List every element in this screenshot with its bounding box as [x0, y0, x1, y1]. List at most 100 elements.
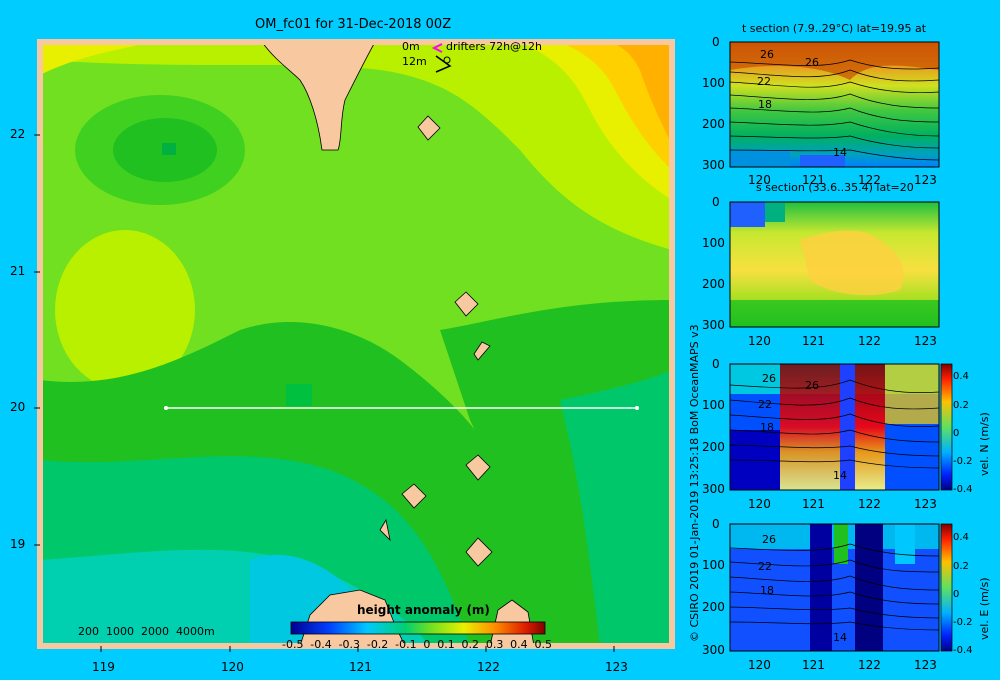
- t-xtick: 121: [802, 173, 825, 187]
- vn-ytick: 200: [702, 440, 725, 454]
- s-xtick: 122: [858, 334, 881, 348]
- ve-contour-label: 18: [760, 584, 774, 597]
- t-section-title: t section (7.9..29°C) lat=19.95 at: [742, 22, 927, 35]
- depth-legend: 200 1000 2000 4000m: [78, 625, 215, 638]
- vn-colorbar-tick: 0.4: [953, 371, 969, 382]
- t-ytick: 300: [702, 158, 725, 172]
- t-xtick: 123: [914, 173, 937, 187]
- vel-n-panel: [729, 363, 953, 491]
- vn-ytick: 100: [702, 398, 725, 412]
- t-xtick: 120: [748, 173, 771, 187]
- vn-xtick: 120: [748, 497, 771, 511]
- s-ytick: 300: [702, 318, 725, 332]
- drifter-depth-12m: 12m: [402, 55, 427, 68]
- colorbar-label: height anomaly (m): [357, 603, 490, 617]
- drifter-symbols: [431, 43, 452, 73]
- t-contour-label: 18: [758, 98, 772, 111]
- map-ytick: 20: [10, 400, 26, 414]
- t-ytick: 100: [702, 76, 725, 90]
- colorbar-tick: 0.3: [485, 638, 504, 651]
- t-section-panel: [729, 41, 940, 168]
- map-title: OM_fc01 for 31-Dec-2018 00Z: [255, 17, 452, 32]
- ve-ytick: 300: [702, 643, 725, 657]
- map-ytick: 19: [10, 537, 26, 551]
- vn-contour-label: 22: [758, 398, 772, 411]
- map-frame: [37, 39, 675, 649]
- s-xtick: 123: [914, 334, 937, 348]
- colorbar-tick: 0.1: [437, 638, 455, 651]
- map-ytick: 21: [10, 264, 26, 278]
- colorbar-tick: 0.5: [534, 638, 552, 651]
- vn-xtick: 122: [858, 497, 881, 511]
- colorbar-tick: 0.2: [461, 638, 480, 651]
- colorbar-tick: 0: [423, 638, 431, 651]
- s-xtick: 121: [802, 334, 825, 348]
- t-contour-label: 26: [805, 56, 819, 69]
- vn-ytick: 300: [702, 482, 725, 496]
- colorbar-tick: -0.4: [310, 638, 332, 651]
- colorbar-tick: -0.3: [338, 638, 361, 651]
- ve-contour-label: 14: [833, 631, 847, 644]
- t-contour-label: 26: [760, 48, 774, 61]
- ve-ytick: 200: [702, 600, 725, 614]
- height-anomaly-field: [40, 42, 672, 646]
- map-axis-ticks: [34, 134, 615, 652]
- vn-xtick: 121: [802, 497, 825, 511]
- depth-legend-4000: 4000m: [176, 625, 215, 638]
- depth-legend-2000: 2000: [141, 625, 169, 638]
- s-ytick: 200: [702, 277, 725, 291]
- vn-contour-label: 26: [762, 372, 776, 385]
- ve-xtick: 123: [914, 658, 937, 672]
- s-ytick: 0: [712, 195, 720, 209]
- ve-colorbar-tick: 0.4: [953, 532, 969, 543]
- t-contour-label: 14: [833, 146, 847, 159]
- map-xtick: 119: [92, 660, 115, 674]
- vn-xtick: 123: [914, 497, 937, 511]
- vn-colorbar-tick: 0.2: [953, 400, 969, 411]
- vn-contour-label: 18: [760, 421, 774, 434]
- vn-colorbar-tick: -0.4: [953, 484, 973, 495]
- s-xtick: 120: [748, 334, 771, 348]
- colorbar-ticks: -0.5 -0.4 -0.3 -0.2 -0.1 0 0.1 0.2 0.3 0…: [282, 638, 552, 651]
- t-xtick: 122: [858, 173, 881, 187]
- ve-xtick: 122: [858, 658, 881, 672]
- ve-contour-label: 26: [762, 533, 776, 546]
- vn-ytick: 0: [712, 357, 720, 371]
- depth-legend-1000: 1000: [106, 625, 134, 638]
- map-xtick: 121: [349, 660, 372, 674]
- vn-contour-label: 14: [833, 469, 847, 482]
- ve-ytick: 0: [712, 517, 720, 531]
- ve-xtick: 121: [802, 658, 825, 672]
- colorbar-tick: -0.1: [395, 638, 417, 651]
- ve-colorbar-tick: 0.2: [953, 561, 969, 572]
- vn-colorbar-label: vel. N (m/s): [978, 412, 991, 476]
- s-ytick: 100: [702, 236, 725, 250]
- colorbar-tick: -0.5: [282, 638, 304, 651]
- vn-colorbar-tick: -0.2: [953, 456, 973, 467]
- drifter-depth-0m: 0m: [402, 40, 420, 53]
- colorbar-tick: 0.4: [510, 638, 528, 651]
- t-contour-label: 22: [757, 75, 771, 88]
- vn-contour-label: 26: [805, 379, 819, 392]
- map-xtick: 123: [605, 660, 628, 674]
- t-ytick: 0: [712, 35, 720, 49]
- colorbar-tick: -0.2: [366, 638, 389, 651]
- map-xtick: 122: [477, 660, 500, 674]
- drifter-legend-text: drifters 72h@12h: [446, 40, 543, 53]
- s-section-panel: [729, 201, 940, 328]
- map-ytick: 22: [10, 127, 26, 141]
- vn-colorbar-tick: 0: [953, 428, 960, 439]
- map-xtick: 120: [221, 660, 244, 674]
- ve-xtick: 120: [748, 658, 771, 672]
- height-colorbar: [290, 621, 546, 635]
- depth-legend-200: 200: [78, 625, 99, 638]
- ve-contour-label: 22: [758, 560, 772, 573]
- ve-ytick: 100: [702, 558, 725, 572]
- vel-e-panel: [729, 523, 953, 652]
- ve-colorbar-tick: 0: [953, 589, 960, 600]
- ve-colorbar-label: vel. E (m/s): [978, 577, 991, 640]
- t-ytick: 200: [702, 117, 725, 131]
- ve-colorbar-tick: -0.4: [953, 645, 973, 656]
